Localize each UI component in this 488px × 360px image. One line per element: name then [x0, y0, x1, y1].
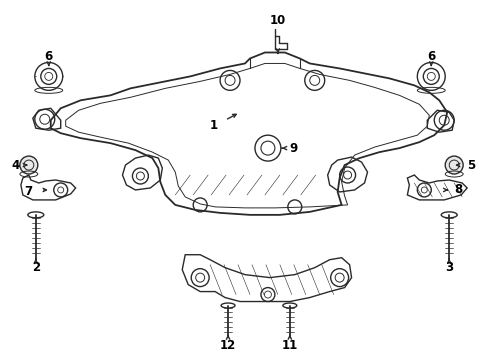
Text: 6: 6 — [427, 50, 434, 63]
Text: 4: 4 — [12, 158, 20, 172]
Text: 1: 1 — [209, 119, 218, 132]
Text: 11: 11 — [281, 339, 297, 352]
Text: 7: 7 — [25, 185, 33, 198]
Circle shape — [20, 156, 38, 174]
Text: 5: 5 — [466, 158, 474, 172]
Text: 3: 3 — [444, 261, 452, 274]
Circle shape — [444, 156, 462, 174]
Text: 9: 9 — [289, 141, 298, 155]
Text: 10: 10 — [269, 14, 285, 27]
Text: 12: 12 — [220, 339, 236, 352]
Text: 6: 6 — [44, 50, 53, 63]
Text: 2: 2 — [32, 261, 40, 274]
Text: 8: 8 — [453, 184, 462, 197]
